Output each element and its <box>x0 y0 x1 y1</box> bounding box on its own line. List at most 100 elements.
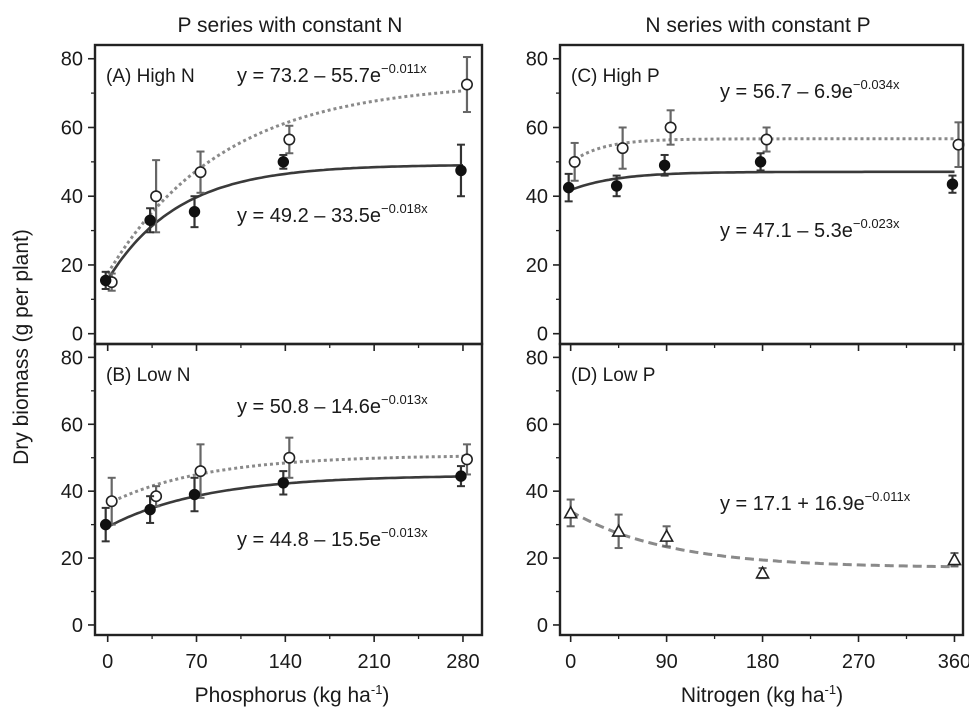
fit-curve-solid <box>106 164 464 281</box>
data-point-open <box>616 142 629 155</box>
equation-dotted: y = 56.7 – 6.9e−0.034x <box>720 77 900 103</box>
y-tick-label: 40 <box>61 481 83 503</box>
x-tick-label: 280 <box>446 651 479 673</box>
x-tick-label: 0 <box>565 651 576 673</box>
y-tick-label: 80 <box>526 49 548 71</box>
data-point-open <box>150 190 163 203</box>
equation-solid: y = 47.1 – 5.3e−0.023x <box>720 216 900 242</box>
equation-dotted: y = 50.8 – 14.6e−0.013x <box>237 392 428 418</box>
data-point-filled <box>455 470 467 482</box>
panel-c: 0 20 40 60 80 (C) High P y = 56.7 – 6.9e−0.034… <box>526 43 965 351</box>
y-tick-label: 0 <box>537 615 548 637</box>
data-point-open <box>460 453 473 466</box>
y-tick-label: 80 <box>61 347 83 369</box>
left-column-title: P series with constant N <box>178 14 403 37</box>
equation-dashed: y = 17.1 + 16.9e−0.011x <box>720 489 911 515</box>
panel-label: (C) High P <box>571 66 660 87</box>
x-tick-label: 180 <box>746 651 779 673</box>
fit-curve-dashed <box>569 509 955 569</box>
panel-label: (B) Low N <box>106 365 190 386</box>
y-tick-label: 60 <box>61 117 83 139</box>
data-point-triangle <box>611 523 626 537</box>
y-tick-label: 60 <box>526 117 548 139</box>
equation-main: y = 44.8 – 15.5e <box>237 529 381 551</box>
data-point-triangle <box>947 552 962 566</box>
x-axis-title-right-text: Nitrogen (kg ha <box>681 684 825 707</box>
equation-exponent: −0.011x <box>865 489 911 504</box>
x-axis-title-right-sup: -1 <box>825 682 837 697</box>
panel-frame <box>93 342 484 637</box>
data-point-triangle <box>563 505 579 519</box>
fit-curve-solid <box>570 170 955 192</box>
fit-curve-dotted <box>107 454 464 506</box>
data-point-filled <box>277 477 290 489</box>
data-point-filled <box>188 205 201 218</box>
data-point-filled <box>99 274 112 287</box>
equation-dotted: y = 73.2 – 55.7e−0.011x <box>237 61 427 87</box>
y-tick-label: 40 <box>526 481 548 503</box>
equation-exponent: −0.013x <box>381 525 428 540</box>
equation-solid: y = 44.8 – 15.5e−0.013x <box>237 525 428 551</box>
equation-exponent: −0.034x <box>853 77 900 92</box>
data-point-filled <box>99 518 112 531</box>
fit-curve-dotted <box>106 89 464 275</box>
x-tick-label: 210 <box>357 651 390 673</box>
x-axis-title-left-sup: -1 <box>371 682 383 697</box>
data-point-open <box>760 133 773 146</box>
equation-exponent: −0.011x <box>381 61 427 76</box>
x-tick-label: 140 <box>269 651 302 673</box>
x-tick-label: 90 <box>655 651 677 673</box>
data-point-open <box>283 451 296 464</box>
y-tick-label: 60 <box>526 414 548 436</box>
data-point-filled <box>562 181 575 194</box>
x-axis-title-left: Phosphorus (kg ha-1) <box>195 682 390 707</box>
equation-main: y = 47.1 – 5.3e <box>720 220 853 242</box>
y-tick-label: 20 <box>526 255 548 277</box>
data-point-filled <box>144 503 156 516</box>
y-tick-label: 20 <box>526 548 548 570</box>
equation-exponent: −0.023x <box>853 216 900 231</box>
right-column-title: N series with constant P <box>645 14 870 37</box>
x-axis-title-left-text: Phosphorus (kg ha <box>195 684 372 707</box>
data-point-open <box>283 133 296 146</box>
y-tick-label: 60 <box>61 414 83 436</box>
x-tick-label: 70 <box>185 651 207 673</box>
data-point-filled <box>658 159 671 171</box>
y-tick-label: 20 <box>61 548 83 570</box>
panel-b: 0 20 40 60 80 0 70 140 210 280 (B) Low N y = 50.8 –… <box>61 342 484 673</box>
x-axis-title-left-close: ) <box>382 684 389 707</box>
panel-label: (A) High N <box>106 66 195 87</box>
x-axis-title-right-close: ) <box>836 684 843 707</box>
data-point-filled <box>610 180 623 192</box>
equation-exponent: −0.018x <box>381 201 428 216</box>
equation-main: y = 17.1 + 16.9e <box>720 493 865 515</box>
equation-solid: y = 49.2 – 33.5e−0.018x <box>237 201 428 227</box>
equation-exponent: −0.013x <box>381 392 428 407</box>
panel-frame <box>558 342 965 637</box>
y-tick-label: 40 <box>61 186 83 208</box>
x-axis-title-right: Nitrogen (kg ha-1) <box>681 682 843 707</box>
data-point-filled <box>188 488 201 501</box>
data-point-filled <box>277 156 290 168</box>
panel-d: 0 20 40 60 80 0 90 180 270 360 (D) Low P y = 17.1 +… <box>526 342 969 673</box>
data-point-triangle <box>755 565 770 579</box>
data-point-filled <box>144 214 156 226</box>
data-point-open <box>105 495 118 508</box>
fit-curve-dotted <box>569 137 955 164</box>
data-point-filled <box>754 156 767 168</box>
equation-main: y = 56.7 – 6.9e <box>720 81 853 103</box>
equation-main: y = 73.2 – 55.7e <box>237 65 381 87</box>
y-tick-label: 0 <box>72 324 83 346</box>
x-tick-label: 0 <box>102 651 113 673</box>
data-point-triangle <box>659 528 674 542</box>
equation-main: y = 49.2 – 33.5e <box>237 205 381 227</box>
data-point-open <box>664 121 677 134</box>
y-tick-label: 80 <box>61 49 83 71</box>
panel-label: (D) Low P <box>571 365 655 386</box>
y-tick-label: 0 <box>72 615 83 637</box>
equation-main: y = 50.8 – 14.6e <box>237 396 381 418</box>
y-tick-label: 0 <box>537 324 548 346</box>
